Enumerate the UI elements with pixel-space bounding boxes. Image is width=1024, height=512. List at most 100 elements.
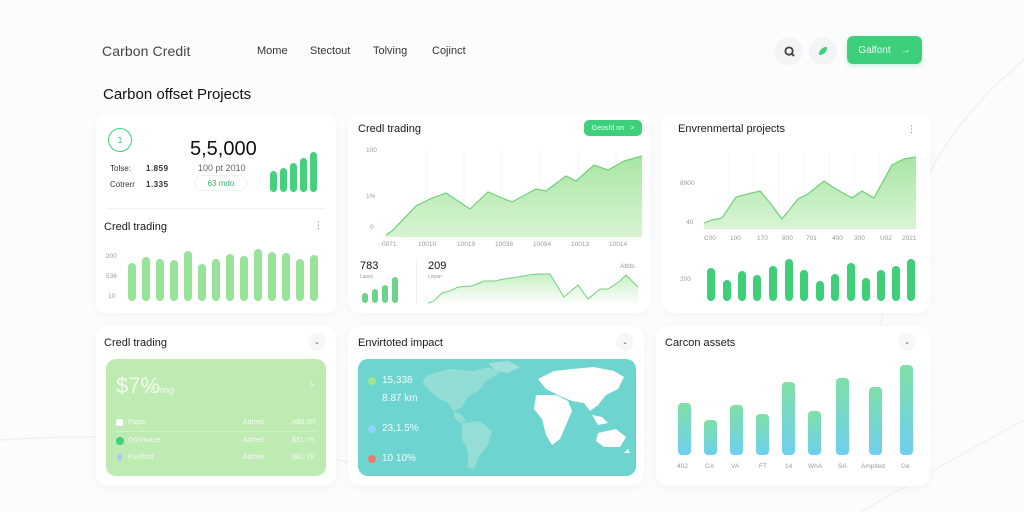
row-amount: $31.Y9 <box>292 437 315 444</box>
environmental-projects-card: Envrenmertal projects ⋮ 8900 40 C00 100 … <box>662 113 930 313</box>
x-tick: 800 <box>782 235 793 242</box>
y-tick: 1% <box>366 193 376 200</box>
nav-item-home[interactable]: Mome <box>257 45 288 57</box>
more-icon[interactable]: ⋮ <box>314 220 323 230</box>
search-button[interactable] <box>775 37 803 65</box>
x-tick: VA <box>731 463 740 470</box>
x-tick: 10013 <box>571 241 590 248</box>
x-tick: 10010 <box>418 241 437 248</box>
world-map-panel[interactable]: 15,338 8.87 km 23,1.5% 10 10% <box>358 359 636 476</box>
stat-row: 23,1.5% <box>368 423 419 434</box>
world-map <box>422 361 630 469</box>
x-tick: CA <box>705 463 715 470</box>
x-tick: 14 <box>785 463 793 470</box>
brand-logo[interactable]: Carbon Credit <box>102 43 191 59</box>
stat-row: 15,338 <box>368 375 413 386</box>
stat-caption: Lasec <box>360 274 374 280</box>
y-tick: 40 <box>686 219 694 226</box>
x-tick: 170 <box>757 235 768 242</box>
x-tick: 701 <box>806 235 817 242</box>
y-tick: 536 <box>106 273 117 280</box>
row-amount: $81.Y9 <box>292 454 315 461</box>
button-label: Geosfd on <box>591 124 625 132</box>
y-tick: 10 <box>108 293 116 300</box>
stat-value: 1.335 <box>146 180 169 189</box>
y-tick: 200 <box>680 276 691 283</box>
card-title: Credl trading <box>104 337 167 349</box>
trend-sparkline <box>428 273 639 305</box>
card-title: Carcon assets <box>665 337 736 349</box>
stat-value: 23,1.5% <box>382 423 419 434</box>
stat-row: 8.87 km <box>382 393 418 404</box>
credit-summary-panel[interactable]: $7% Cmng › Pspte Adrted A$0.0R Oonhvaze … <box>106 359 326 476</box>
row-status: Adrted <box>243 454 264 461</box>
stat-value: 10 10% <box>382 453 416 464</box>
shield-icon <box>116 419 123 426</box>
blue-dot-icon <box>368 424 376 433</box>
environmental-area-chart <box>704 153 916 229</box>
stat-row: 10 10% <box>368 453 416 464</box>
stat-value: 209 <box>428 260 447 272</box>
divider <box>108 208 324 209</box>
card-title: Credl trading <box>358 123 421 135</box>
geosfd-button[interactable]: Geosfd on > <box>584 120 642 136</box>
chevron-right-icon: > <box>630 124 635 132</box>
card-title: Envrenmertal projects <box>678 123 785 135</box>
arrow-right-icon: → <box>900 44 911 56</box>
card-title: Credl trading <box>104 221 167 233</box>
credit-area-chart <box>386 151 642 237</box>
stat-value: 1.859 <box>146 164 169 173</box>
chevron-down-icon[interactable]: ⌄ <box>308 333 326 351</box>
divider <box>416 259 417 303</box>
circle-icon <box>116 437 124 445</box>
divider <box>116 431 316 432</box>
leaf-icon <box>819 47 827 55</box>
badge-icon: 1 <box>108 128 132 152</box>
card-title: Envirtoted impact <box>358 337 443 349</box>
stat-tag: Attds <box>620 263 635 270</box>
nav-item-contact[interactable]: Cojinct <box>432 45 466 57</box>
x-tick: U02 <box>880 235 892 242</box>
chevron-right-icon[interactable]: › <box>310 377 314 391</box>
summary-card: 1 5,5,000 100 pt 2010 63 mdo Tolse: 1.85… <box>96 113 336 313</box>
credit-trading-card: Credl trading Geosfd on > 100 1% 0 0071 … <box>348 113 650 313</box>
more-icon[interactable]: ⋮ <box>907 124 916 134</box>
row-name: Pueffzot <box>128 454 154 461</box>
x-tick: 0071 <box>382 241 397 248</box>
green-dot-icon <box>368 376 376 385</box>
x-tick: 10094 <box>533 241 552 248</box>
x-tick: C00 <box>704 235 716 242</box>
y-tick: 0 <box>370 224 374 231</box>
x-tick: 2021 <box>902 235 917 242</box>
chevron-down-icon[interactable]: ⌄ <box>616 333 634 351</box>
summary-subtitle: 100 pt 2010 <box>198 163 246 173</box>
stat-value: 15,338 <box>382 375 413 386</box>
page-title: Carbon offset Projects <box>103 86 252 103</box>
y-tick: 100 <box>366 147 377 154</box>
search-icon <box>783 45 795 57</box>
x-tick: 100 <box>730 235 741 242</box>
x-tick: 10036 <box>495 241 514 248</box>
nav-item-tolving[interactable]: Tolving <box>373 45 408 57</box>
eco-button[interactable] <box>809 37 837 65</box>
chevron-down-icon[interactable]: ⌄ <box>898 333 916 351</box>
stat-caption: Lopan <box>428 274 442 280</box>
nav-item-stectout[interactable]: Stectout <box>310 45 351 57</box>
x-tick: 300 <box>854 235 865 242</box>
stat-value: 8.87 km <box>382 393 418 404</box>
x-tick: SA <box>838 463 847 470</box>
summary-pill: 63 mdo <box>194 175 248 191</box>
x-tick: WhA <box>808 463 823 470</box>
y-tick: 8900 <box>680 180 695 187</box>
stat-label: Tolse: <box>110 164 131 173</box>
summary-value: 5,5,000 <box>190 138 257 160</box>
cta-label: Galfont <box>858 44 891 56</box>
row-name: Oonhvaze <box>128 437 160 444</box>
y-tick: 200 <box>106 253 117 260</box>
row-amount: A$0.0R <box>292 419 316 426</box>
x-tick: 402 <box>677 463 688 470</box>
x-tick: FT <box>759 463 767 470</box>
red-dot-icon <box>368 454 376 463</box>
cta-button[interactable]: Galfont → <box>847 36 922 64</box>
x-tick: Ge <box>901 463 910 470</box>
